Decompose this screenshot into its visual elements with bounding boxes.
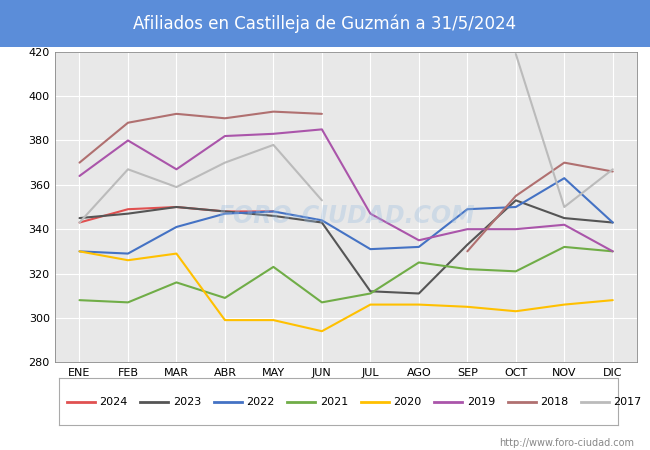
Text: 2020: 2020 xyxy=(393,396,421,407)
Text: 2019: 2019 xyxy=(467,396,495,407)
Text: FORO-CIUDAD.COM: FORO-CIUDAD.COM xyxy=(217,204,475,228)
Text: 2017: 2017 xyxy=(614,396,642,407)
Text: 2021: 2021 xyxy=(320,396,348,407)
Text: 2023: 2023 xyxy=(173,396,201,407)
Text: http://www.foro-ciudad.com: http://www.foro-ciudad.com xyxy=(499,438,634,448)
Text: 2018: 2018 xyxy=(540,396,568,407)
Text: 2022: 2022 xyxy=(246,396,274,407)
Text: 2024: 2024 xyxy=(99,396,127,407)
Text: Afiliados en Castilleja de Guzmán a 31/5/2024: Afiliados en Castilleja de Guzmán a 31/5… xyxy=(133,14,517,33)
